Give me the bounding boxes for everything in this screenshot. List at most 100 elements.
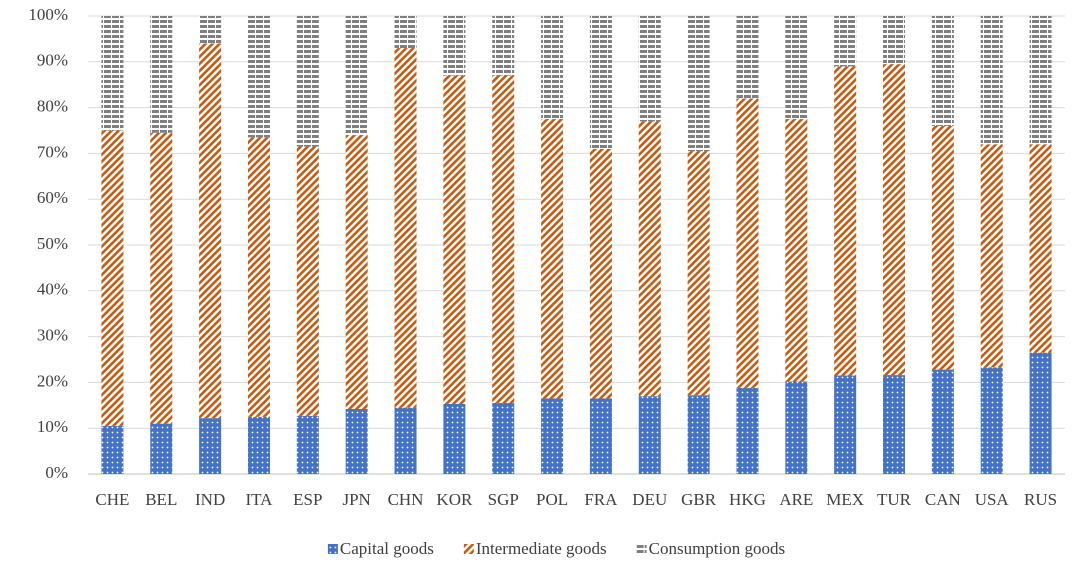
bar-segment: [883, 375, 906, 474]
bar-segment: [785, 16, 808, 120]
bar-segment: [296, 415, 319, 474]
bar-segment: [247, 416, 270, 474]
bar-segment: [834, 16, 857, 67]
x-tick-label: SGP: [488, 490, 519, 509]
bar-segment: [443, 75, 466, 404]
x-tick-label: KOR: [436, 490, 473, 509]
bar-segment: [834, 66, 857, 376]
x-tick-label: GBR: [681, 490, 717, 509]
x-tick-label: ESP: [293, 490, 322, 509]
bar-segment: [1029, 16, 1052, 145]
legend-swatch: [463, 544, 474, 554]
bar-segment: [883, 64, 906, 376]
y-tick-label: 20%: [37, 371, 68, 390]
bar-segment: [199, 16, 222, 44]
x-tick-label: FRA: [584, 490, 618, 509]
bar-segment: [247, 137, 270, 417]
bar-segment: [883, 16, 906, 65]
bar-segment: [687, 16, 710, 152]
legend-swatch: [327, 544, 338, 554]
bar-segment: [736, 16, 759, 99]
bar-segment: [541, 119, 564, 399]
bar-segment: [101, 130, 124, 426]
x-tick-label: JPN: [342, 490, 370, 509]
legend-swatch: [636, 544, 647, 554]
y-tick-label: 30%: [37, 326, 68, 345]
bar-segment: [687, 151, 710, 396]
legend-item: Capital goods: [327, 539, 434, 558]
bar-segment: [345, 16, 368, 136]
y-tick-label: 40%: [37, 280, 68, 299]
bar-segment: [589, 148, 612, 399]
x-tick-label: HKG: [729, 490, 766, 509]
bar-segment: [101, 16, 124, 131]
legend-item: Intermediate goods: [463, 539, 607, 558]
bar-segment: [199, 43, 222, 419]
bar-segment: [834, 375, 857, 474]
y-tick-label: 10%: [37, 417, 68, 436]
bar-segment: [150, 16, 173, 133]
bar-segment: [492, 16, 515, 76]
bar-segment: [931, 125, 954, 370]
bar-segment: [394, 48, 417, 408]
y-tick-label: 90%: [37, 51, 68, 70]
bar-segment: [931, 16, 954, 126]
bar-segment: [980, 367, 1003, 474]
bar-segment: [443, 16, 466, 76]
bar-segment: [345, 135, 368, 409]
bar-segment: [541, 16, 564, 120]
bar-segment: [150, 423, 173, 474]
bar-segment: [589, 398, 612, 474]
bar-segment: [785, 381, 808, 474]
y-tick-label: 80%: [37, 97, 68, 116]
legend-label: Consumption goods: [649, 539, 786, 558]
legend-label: Capital goods: [340, 539, 434, 558]
bar-segment: [150, 132, 173, 424]
bar-segment: [638, 121, 661, 397]
x-tick-label: DEU: [632, 490, 667, 509]
y-tick-label: 50%: [37, 234, 68, 253]
bar-segment: [101, 425, 124, 474]
bar-segment: [345, 408, 368, 474]
bar-segment: [1029, 352, 1052, 474]
x-tick-label: IND: [195, 490, 225, 509]
bar-segment: [931, 369, 954, 474]
x-tick-label: TUR: [877, 490, 912, 509]
bar-segment: [980, 16, 1003, 145]
y-tick-label: 60%: [37, 188, 68, 207]
bar-segment: [736, 387, 759, 474]
x-tick-label: ITA: [245, 490, 273, 509]
bar-segment: [492, 403, 515, 474]
bar-segment: [785, 119, 808, 382]
x-tick-label: CHN: [388, 490, 424, 509]
legend-label: Intermediate goods: [476, 539, 607, 558]
bar-segment: [589, 16, 612, 149]
bar-segment: [541, 398, 564, 474]
x-tick-label: CAN: [925, 490, 961, 509]
bar-segment: [296, 146, 319, 416]
bar-segment: [638, 396, 661, 474]
bar-segment: [492, 75, 515, 404]
bar-segment: [394, 16, 417, 49]
bar-segment: [443, 403, 466, 474]
bar-segment: [296, 16, 319, 147]
legend-item: Consumption goods: [636, 539, 786, 558]
y-tick-label: 70%: [37, 142, 68, 161]
bar-segment: [247, 16, 270, 138]
x-tick-label: USA: [975, 490, 1010, 509]
bar-segment: [638, 16, 661, 122]
bar-segment: [980, 144, 1003, 368]
bar-segment: [687, 395, 710, 474]
x-tick-label: MEX: [826, 490, 864, 509]
y-tick-label: 0%: [45, 463, 68, 482]
x-tick-label: CHE: [95, 490, 129, 509]
x-tick-label: POL: [536, 490, 568, 509]
bar-segment: [199, 418, 222, 474]
y-tick-label: 100%: [28, 5, 68, 24]
x-tick-label: BEL: [145, 490, 177, 509]
bar-segment: [1029, 144, 1052, 353]
x-tick-label: RUS: [1024, 490, 1057, 509]
x-tick-label: ARE: [779, 490, 813, 509]
bar-segment: [736, 98, 759, 388]
